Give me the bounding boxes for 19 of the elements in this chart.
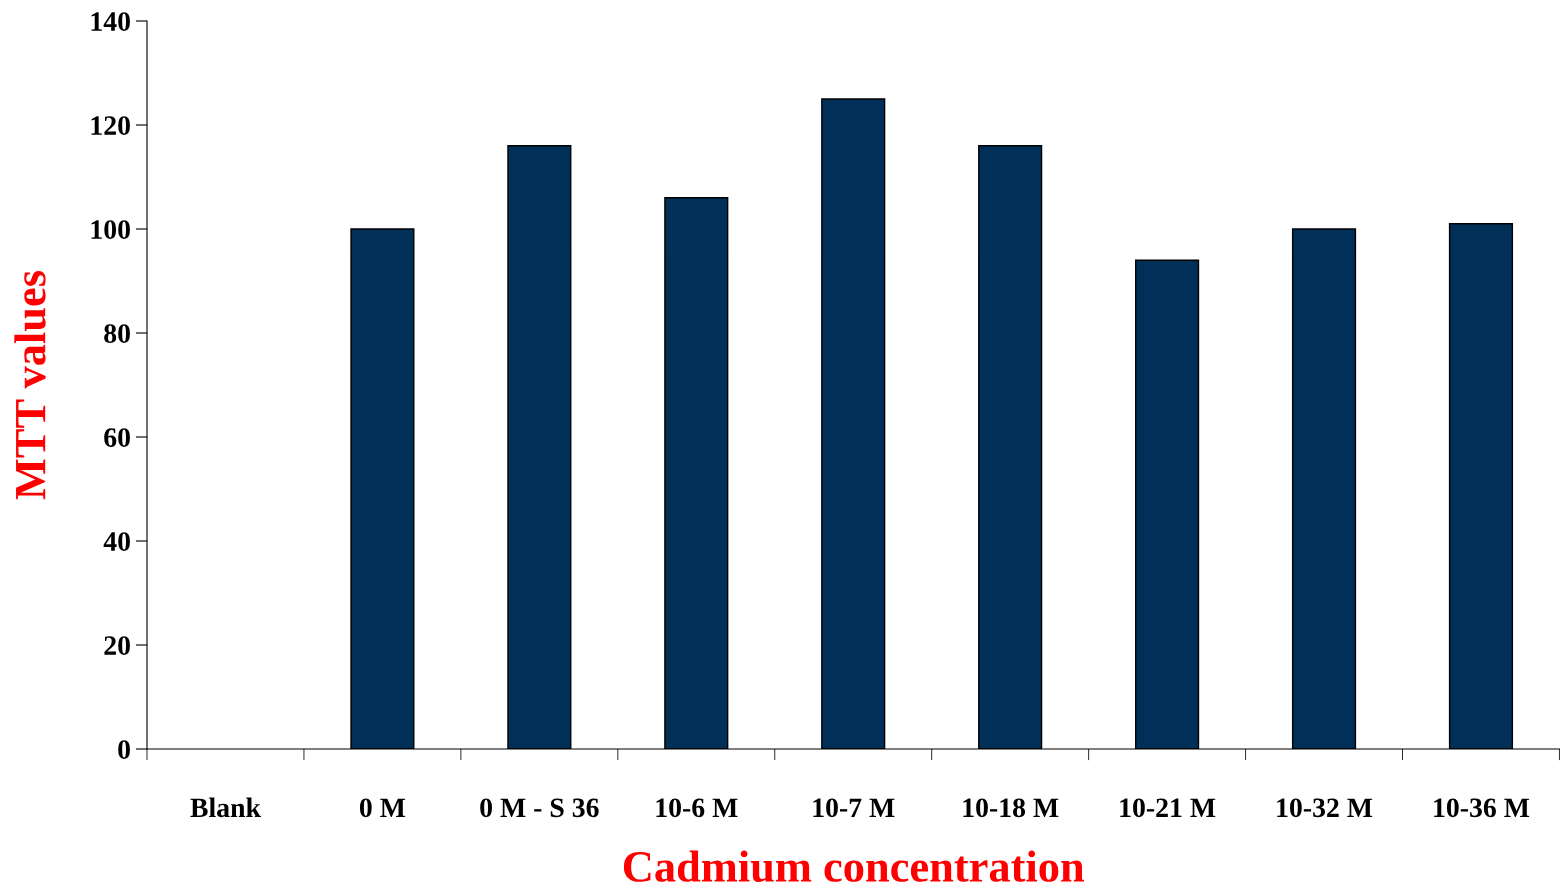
x-tick-label: 10-21 M (1120, 798, 1216, 818)
x-tick-label: 10-32 M (1277, 798, 1373, 818)
x-tick-label: Blank (190, 797, 261, 818)
y-axis-title: MTT values (14, 271, 46, 500)
y-tick-label: 40 (103, 532, 130, 551)
y-tick-label: 100 (91, 220, 130, 239)
x-tick-label: 0 M - S 36 (480, 798, 599, 818)
y-tick-label: 80 (104, 324, 130, 343)
y-tick-label: 140 (91, 12, 130, 31)
y-tick-label: 20 (104, 636, 130, 655)
y-tick-label: 0 (118, 740, 130, 759)
x-tick-label: 10-36 M (1434, 798, 1530, 818)
x-tick-label: 0 M (359, 798, 406, 818)
y-tick-label: 120 (91, 116, 130, 135)
x-axis-title: Cadmium concentration (623, 850, 1085, 882)
x-tick-label: 10-7 M (813, 798, 895, 818)
x-tick-label: 10-18 M (963, 798, 1059, 818)
y-tick-label: 60 (104, 428, 130, 447)
x-tick-label: 10-6 M (656, 798, 738, 818)
